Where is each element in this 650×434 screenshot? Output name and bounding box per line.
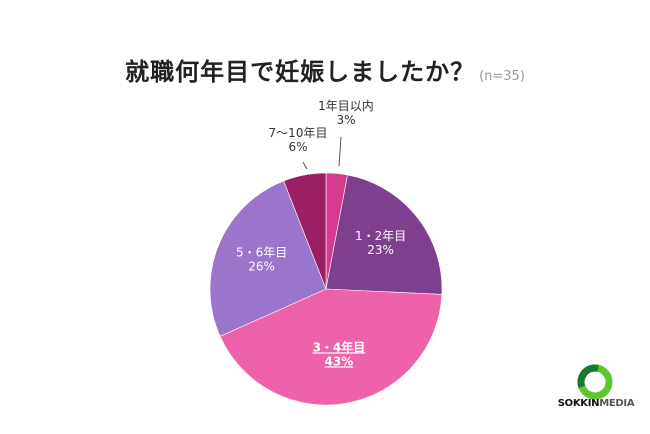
sample-size-note: (n=35): [479, 69, 525, 84]
logo-name-sub: MEDIA: [599, 398, 635, 409]
slice-1-leader-line: [338, 136, 342, 167]
slice-1-percent-text: 3%: [336, 113, 355, 127]
slice-2-category-text: 1・2年目: [355, 229, 406, 243]
slice-2-wedge: [325, 174, 443, 295]
slice-5-category-text: 7〜10年目: [269, 126, 328, 140]
slice-5-percent-text: 6%: [288, 140, 307, 154]
chart-title-text: 就職何年目で妊娠しましたか？: [125, 58, 476, 86]
slice-2-percent-text: 23%: [367, 243, 394, 257]
slice-4-percent-text: 26%: [248, 260, 275, 274]
chart-title: 就職何年目で妊娠しましたか？ (n=35): [0, 52, 650, 87]
slice-5-leader-line: [302, 161, 308, 170]
sokkin-media-logo-icon: [577, 364, 613, 400]
slice-3-percent-text: 43%: [325, 354, 354, 368]
slice-3-category-text: 3・4年目: [313, 339, 366, 354]
slice-5-wedge: [283, 172, 327, 290]
logo-name-main: SOKKIN: [557, 398, 600, 409]
slice-1-category-text: 1年目以内: [318, 99, 374, 113]
slice-4-wedge: [209, 180, 327, 337]
slice-3-wedge: [219, 288, 443, 406]
slice-4-category-text: 5・6年目: [236, 246, 287, 260]
logo-wordmark: SOKKINMEDIA: [556, 398, 636, 409]
